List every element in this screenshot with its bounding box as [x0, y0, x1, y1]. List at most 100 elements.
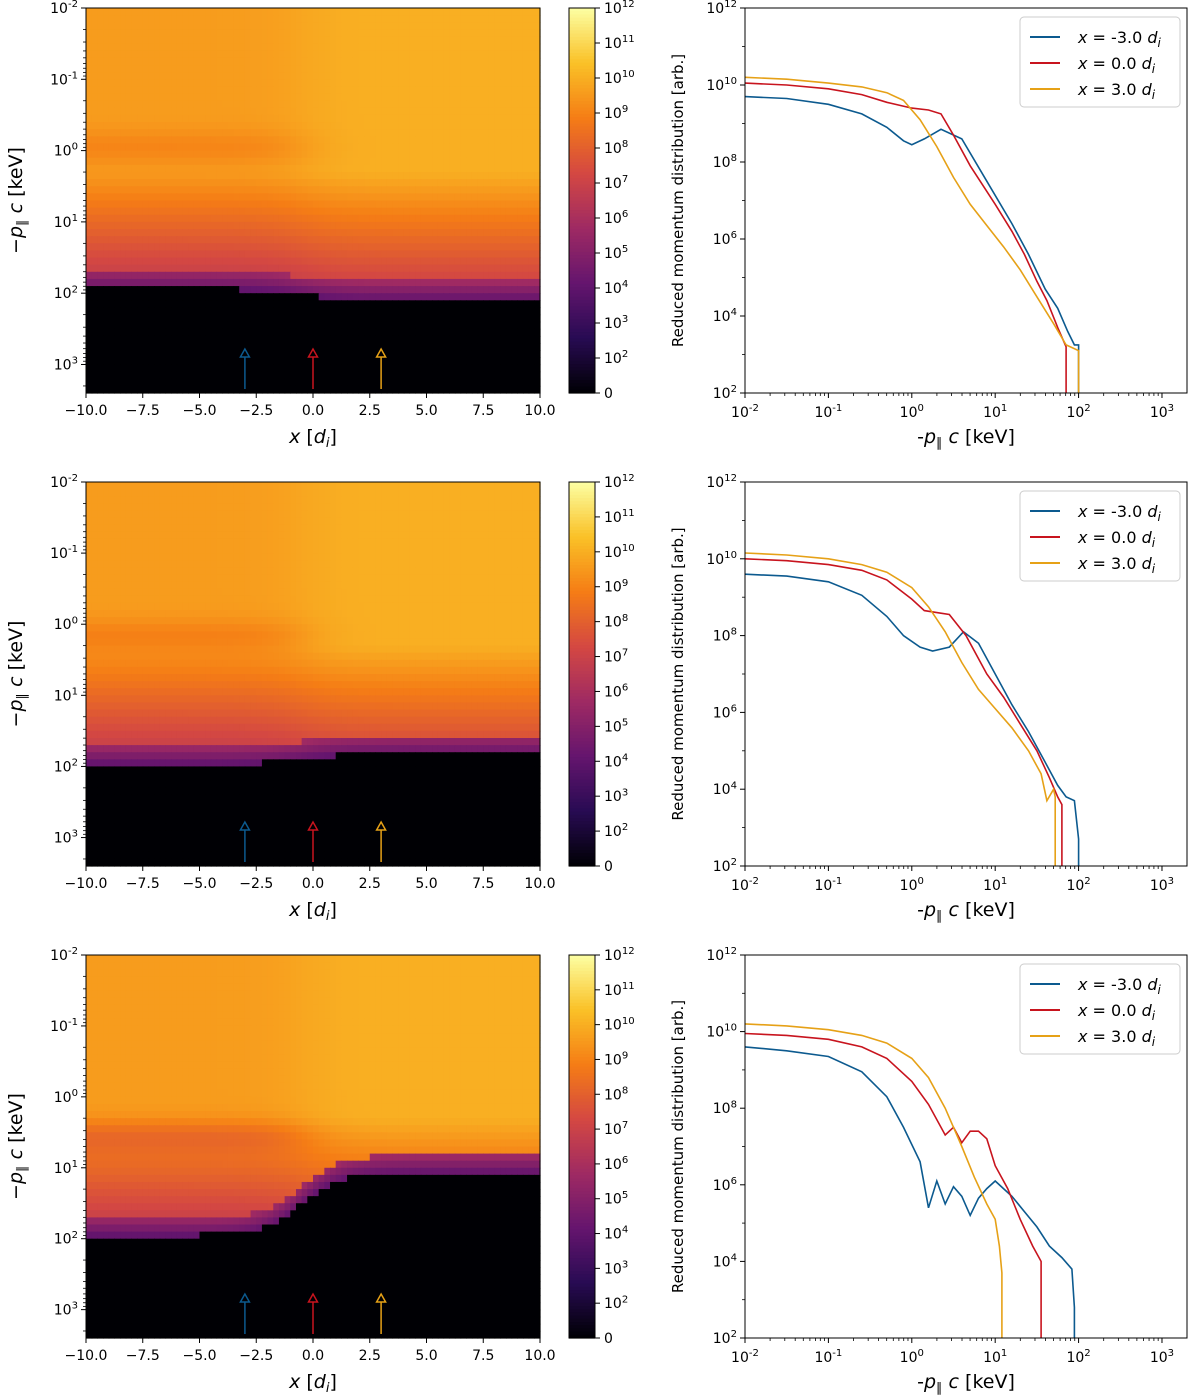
heatmap-cell [239, 15, 246, 23]
heatmap-cell [528, 489, 535, 497]
heatmap-cell [97, 293, 104, 301]
heatmap-cell [483, 278, 490, 287]
heatmap-cell [261, 378, 269, 387]
heatmap-cell [307, 214, 314, 223]
heatmap-cell [505, 65, 513, 73]
heatmap-cell [415, 36, 422, 45]
heatmap-cell [176, 143, 184, 152]
heatmap-cell [125, 15, 132, 23]
heatmap-cell [256, 278, 263, 287]
heatmap-cell [307, 171, 314, 180]
heatmap-cell [171, 29, 178, 38]
heatmap-cell [477, 93, 484, 102]
heatmap-cell [278, 378, 286, 387]
heatmap-cell [403, 43, 411, 52]
heatmap-cell [114, 72, 121, 80]
heatmap-cell [341, 164, 348, 173]
heatmap-cell [403, 79, 411, 88]
heatmap-cell [137, 157, 144, 166]
heatmap-cell [522, 86, 530, 95]
heatmap-cell [108, 143, 115, 152]
y-axis-label: −p∥ c [keV] [5, 147, 30, 254]
heatmap-cell [494, 193, 501, 202]
heatmap-cell [250, 286, 257, 294]
heatmap-cell [511, 43, 518, 52]
heatmap-cell [347, 271, 354, 280]
heatmap-cell [216, 79, 223, 88]
heatmap-cell [307, 65, 314, 73]
heatmap-cell [330, 15, 337, 23]
heatmap-cell [426, 300, 433, 309]
heatmap-cell [386, 328, 394, 337]
heatmap-cell [256, 22, 263, 30]
heatmap-cell [108, 200, 115, 209]
heatmap-cell [528, 385, 535, 394]
heatmap-cell [91, 300, 98, 309]
heatmap-cell [437, 293, 445, 301]
heatmap-cell [233, 171, 240, 180]
heatmap-cell [91, 221, 98, 230]
heatmap-cell [137, 136, 144, 145]
heatmap-cell [222, 328, 229, 337]
heatmap-cell [165, 364, 172, 373]
heatmap-cell [193, 193, 201, 202]
heatmap-cell [188, 364, 195, 373]
heatmap-cell [154, 278, 161, 287]
heatmap-cell [188, 350, 195, 358]
heatmap-cell [103, 221, 110, 230]
heatmap-cell [369, 157, 377, 166]
heatmap-cell [477, 307, 484, 316]
heatmap-cell [188, 214, 195, 223]
heatmap-cell [222, 271, 229, 280]
heatmap-cell [250, 350, 257, 358]
heatmap-cell [108, 100, 115, 109]
heatmap-cell [114, 510, 121, 519]
heatmap-cell [437, 164, 445, 173]
heatmap-cell [426, 22, 433, 30]
heatmap-cell [142, 86, 150, 95]
heatmap-cell [449, 364, 456, 373]
colorbar-segment [569, 219, 595, 224]
heatmap-cell [165, 271, 172, 280]
heatmap-cell [505, 271, 513, 280]
heatmap-cell [398, 236, 405, 244]
heatmap-cell [364, 264, 371, 273]
heatmap-cell [466, 489, 473, 497]
heatmap-cell [505, 314, 513, 323]
heatmap-cell [460, 271, 467, 280]
heatmap-cell [454, 186, 462, 194]
heatmap-cell [511, 157, 518, 166]
heatmap-cell [409, 221, 416, 230]
heatmap-cell [239, 122, 246, 130]
heatmap-cell [375, 343, 382, 351]
heatmap-cell [403, 72, 411, 80]
heatmap-cell [313, 357, 320, 366]
heatmap-cell [369, 129, 377, 137]
heatmap-cell [131, 129, 138, 137]
heatmap-cell [330, 43, 337, 52]
heatmap-cell [318, 510, 325, 519]
heatmap-cell [97, 43, 104, 52]
heatmap-cell [534, 271, 541, 280]
heatmap-cell [522, 278, 530, 287]
heatmap-cell [244, 65, 252, 73]
heatmap-cell [454, 171, 462, 180]
heatmap-cell [267, 496, 274, 504]
heatmap-cell [392, 171, 399, 180]
heatmap-cell [188, 29, 195, 38]
heatmap-cell [409, 293, 416, 301]
heatmap-cell [392, 79, 399, 88]
heatmap-cell [267, 193, 274, 202]
heatmap-cell [86, 171, 93, 180]
heatmap-cell [233, 229, 240, 237]
heatmap-cell [193, 100, 201, 109]
heatmap-cell [375, 143, 382, 152]
heatmap-cell [511, 186, 518, 194]
heatmap-cell [227, 243, 235, 252]
heatmap-cell [273, 107, 280, 116]
heatmap-cell [386, 503, 394, 512]
heatmap-cell [449, 496, 456, 504]
heatmap-cell [534, 15, 541, 23]
heatmap-cell [466, 357, 473, 366]
heatmap-cell [324, 214, 331, 223]
